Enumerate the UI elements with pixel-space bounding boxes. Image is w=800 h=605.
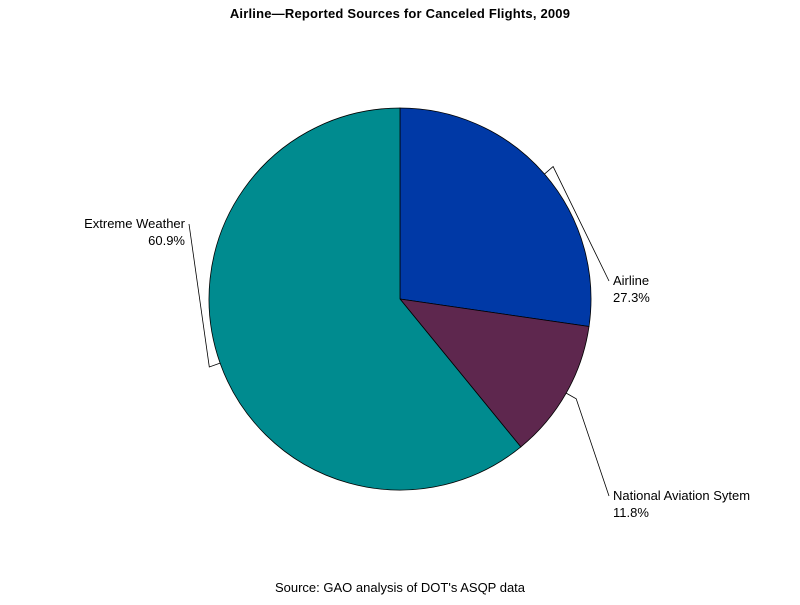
- leader-line: [188, 223, 221, 368]
- pie-slice-airline: [399, 107, 592, 327]
- slice-value-label: 27.3%: [613, 290, 650, 305]
- slice-value-label: 11.8%: [613, 505, 649, 520]
- slice-label: Extreme Weather: [84, 216, 186, 231]
- slice-label: Airline: [613, 273, 649, 288]
- slice-label: National Aviation Sytem: [613, 488, 750, 503]
- slice-value-label: 60.9%: [148, 233, 185, 248]
- chart-title: Airline—Reported Sources for Canceled Fl…: [229, 6, 571, 21]
- leader-line: [566, 392, 610, 497]
- leader-line: [544, 165, 610, 282]
- chart-footnote: Source: GAO analysis of DOT's ASQP data: [274, 580, 526, 595]
- pie-slice-national-aviation-sytem: [399, 298, 590, 448]
